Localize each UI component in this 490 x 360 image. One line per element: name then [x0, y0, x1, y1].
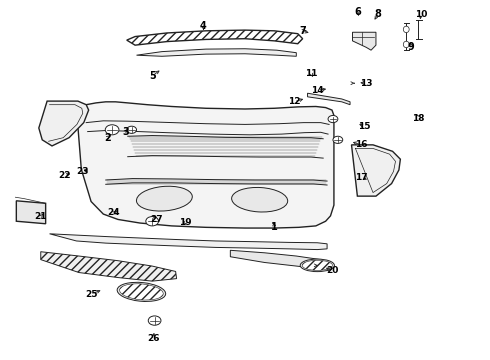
Circle shape: [328, 116, 338, 123]
Text: 4: 4: [200, 21, 207, 31]
Text: 14: 14: [311, 86, 323, 95]
Polygon shape: [308, 93, 350, 105]
Text: 10: 10: [415, 10, 427, 19]
Polygon shape: [39, 101, 89, 146]
Text: 13: 13: [360, 79, 372, 88]
Polygon shape: [16, 201, 46, 224]
Text: 25: 25: [85, 289, 98, 298]
Text: 11: 11: [305, 69, 317, 78]
Text: 27: 27: [150, 215, 162, 224]
Text: 21: 21: [34, 212, 47, 221]
Polygon shape: [352, 32, 376, 50]
Polygon shape: [127, 30, 303, 45]
Text: 3: 3: [122, 127, 129, 136]
Text: 12: 12: [288, 97, 300, 106]
Text: 6: 6: [354, 7, 361, 17]
Polygon shape: [351, 145, 400, 196]
Polygon shape: [76, 102, 334, 228]
Ellipse shape: [120, 284, 163, 300]
Text: 19: 19: [179, 218, 192, 227]
Text: 24: 24: [108, 208, 121, 217]
Text: 2: 2: [104, 133, 111, 143]
Polygon shape: [41, 252, 176, 281]
Text: 7: 7: [299, 26, 306, 36]
Ellipse shape: [117, 282, 166, 301]
Text: 18: 18: [412, 114, 425, 123]
Ellipse shape: [136, 186, 192, 211]
Polygon shape: [230, 250, 327, 269]
Ellipse shape: [302, 260, 332, 270]
Text: 9: 9: [408, 42, 415, 52]
Ellipse shape: [300, 259, 334, 272]
Text: 23: 23: [76, 167, 89, 176]
Circle shape: [333, 136, 343, 143]
Text: 20: 20: [326, 266, 338, 275]
Text: 22: 22: [58, 171, 71, 180]
Circle shape: [146, 217, 159, 226]
Ellipse shape: [403, 41, 409, 48]
Circle shape: [127, 126, 137, 134]
Text: 26: 26: [147, 334, 159, 343]
Polygon shape: [49, 234, 327, 249]
Ellipse shape: [403, 26, 409, 33]
Text: 5: 5: [149, 71, 155, 81]
Circle shape: [105, 125, 119, 135]
Text: 17: 17: [355, 173, 368, 182]
Text: 16: 16: [355, 140, 368, 149]
Text: 15: 15: [359, 122, 371, 131]
Polygon shape: [137, 49, 296, 56]
Circle shape: [148, 316, 161, 325]
Ellipse shape: [232, 188, 288, 212]
Text: 8: 8: [374, 9, 381, 19]
Text: 1: 1: [271, 222, 278, 232]
